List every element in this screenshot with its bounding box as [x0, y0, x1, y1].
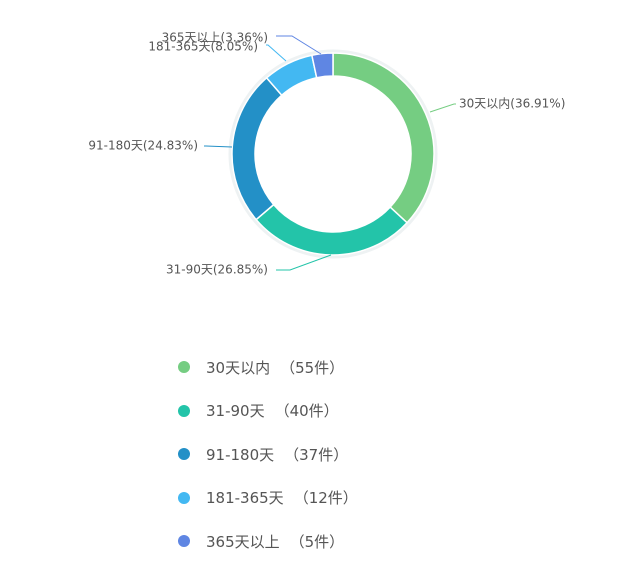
- legend-marker: [178, 448, 190, 460]
- legend-count: （5件）: [289, 532, 345, 551]
- legend-label: 181-365天: [206, 489, 284, 507]
- legend-item-91-180-days[interactable]: 91-180天 （37件）: [178, 443, 358, 465]
- donut-slice-30-days[interactable]: [332, 52, 435, 224]
- legend-marker: [178, 361, 190, 373]
- legend-marker: [178, 491, 190, 504]
- leader-line-31-90-days: [276, 254, 332, 271]
- legend-count: （55件）: [280, 358, 345, 377]
- donut-slice-31-90-days[interactable]: [255, 203, 409, 256]
- legend-item-31-90-days[interactable]: 31-90天 （40件）: [178, 400, 358, 422]
- legend-item-181-365-days[interactable]: 181-365天 （12件）: [178, 487, 358, 509]
- legend-marker: [178, 535, 190, 547]
- leader-line-181-365-days: [266, 44, 287, 62]
- legend-count: （37件）: [284, 445, 349, 464]
- legend-item-30-days[interactable]: 30天以内 （55件）: [178, 356, 358, 378]
- legend-label: 91-180天: [206, 445, 275, 464]
- leader-line-30-days: [429, 103, 456, 113]
- donut-chart: 30天以内(36.91%) 31-90天(26.85%) 91-180天(24.83…: [88, 31, 565, 277]
- legend-count: （12件）: [293, 489, 358, 507]
- leader-line-91-180-days: [204, 145, 233, 148]
- legend-marker: [178, 404, 190, 417]
- legend-item-over-365-days[interactable]: 365天以上 （5件）: [178, 530, 358, 552]
- slice-label-91-180-days: 91-180天(24.83%): [88, 139, 198, 153]
- chart-legend: 30天以内 （55件） 31-90天 （40件） 91-180天 （37件） 1…: [178, 356, 358, 574]
- legend-label: 365天以上: [206, 532, 280, 551]
- legend-count: （40件）: [274, 402, 339, 420]
- leader-line-over-365-days: [276, 35, 322, 55]
- legend-label: 30天以内: [206, 358, 271, 377]
- legend-label: 31-90天: [206, 402, 265, 420]
- slice-label-181-365-days: 181-365天(8.05%): [148, 40, 258, 54]
- slice-label-30-days: 30天以内(36.91%): [459, 97, 565, 111]
- slice-label-over-365-days: 365天以上(3.36%): [162, 31, 268, 45]
- donut-slice-over-365-days[interactable]: [310, 52, 334, 79]
- slice-label-31-90-days: 31-90天(26.85%): [166, 263, 268, 277]
- ring-shadow: [228, 49, 438, 259]
